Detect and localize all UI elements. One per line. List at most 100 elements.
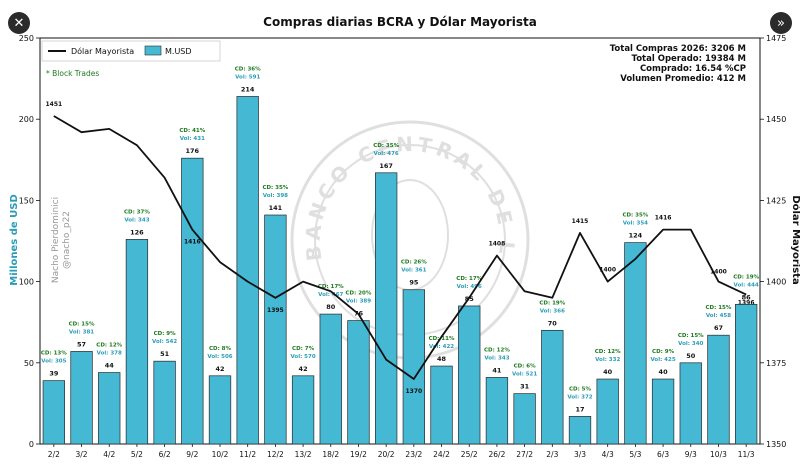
block-trades-note: * Block Trades bbox=[46, 69, 99, 78]
bar bbox=[181, 157, 204, 445]
bar-value-label: 126 bbox=[130, 228, 144, 236]
bar-value-label: 176 bbox=[186, 147, 200, 155]
legend-box bbox=[41, 40, 221, 62]
bar-vol-label: Vol: 378 bbox=[97, 351, 122, 357]
bar bbox=[485, 377, 509, 445]
bar-vol-label: Vol: 381 bbox=[69, 329, 94, 335]
x-tick-label: 3/2 bbox=[75, 450, 87, 459]
y2-axis-title: Dólar Mayorista bbox=[790, 195, 800, 284]
x-tick-label: 12/2 bbox=[267, 450, 284, 459]
x-tick-label: 3/3 bbox=[574, 450, 586, 459]
bar-value-label: 57 bbox=[77, 340, 86, 348]
bar-vol-label: Vol: 372 bbox=[567, 394, 592, 400]
bar bbox=[236, 96, 259, 445]
line-value-label: 1396 bbox=[738, 300, 755, 307]
bar-value-label: 41 bbox=[492, 366, 502, 374]
y2-tick-label: 1475 bbox=[766, 34, 786, 43]
y-tick-label: 50 bbox=[24, 359, 34, 368]
bar-cd-label: CD: 15% bbox=[678, 333, 704, 339]
bar bbox=[735, 303, 758, 445]
bar-value-label: 67 bbox=[714, 324, 723, 332]
close-icon: ✕ bbox=[13, 15, 25, 31]
bar-cd-label: CD: 15% bbox=[706, 305, 732, 311]
close-button[interactable]: ✕ bbox=[8, 12, 30, 34]
bar-cd-label: CD: 35% bbox=[262, 185, 288, 191]
legend-bar-swatch bbox=[144, 45, 162, 56]
y-tick-label: 200 bbox=[19, 115, 34, 124]
y2-tick-label: 1450 bbox=[766, 115, 786, 124]
bar-cd-label: CD: 9% bbox=[154, 331, 177, 337]
bar bbox=[707, 334, 730, 445]
bar-cd-label: CD: 5% bbox=[569, 386, 592, 392]
bar-cd-label: CD: 35% bbox=[373, 143, 399, 149]
bar-value-label: 51 bbox=[160, 350, 170, 358]
line-value-label: 1400 bbox=[599, 267, 616, 274]
bar-value-label: 44 bbox=[105, 362, 115, 370]
bar-vol-label: Vol: 458 bbox=[706, 313, 731, 319]
bar-value-label: 167 bbox=[379, 162, 393, 170]
y-tick-label: 150 bbox=[19, 196, 34, 205]
x-tick-label: 4/3 bbox=[602, 450, 614, 459]
bar-vol-label: Vol: 340 bbox=[678, 341, 703, 347]
legend-entry-line: Dólar Mayorista bbox=[71, 46, 134, 56]
x-tick-label: 19/2 bbox=[350, 450, 367, 459]
bar-vol-label: Vol: 332 bbox=[595, 357, 620, 363]
bar bbox=[42, 380, 65, 445]
bar-value-label: 39 bbox=[49, 370, 59, 378]
bar bbox=[624, 242, 647, 445]
price-line bbox=[53, 115, 747, 380]
expand-button[interactable]: » bbox=[770, 12, 792, 34]
price-line-path bbox=[53, 115, 747, 380]
bar bbox=[402, 289, 425, 445]
x-tick-label: 11/3 bbox=[738, 450, 755, 459]
x-tick-label: 9/3 bbox=[685, 450, 697, 459]
bar-vol-label: Vol: 361 bbox=[401, 268, 426, 274]
plot-frame bbox=[39, 37, 761, 445]
bar-cd-label: CD: 26% bbox=[401, 260, 427, 266]
chart-title: Compras diarias BCRA y Dólar Mayorista bbox=[263, 15, 537, 29]
bar-vol-label: Vol: 389 bbox=[346, 299, 371, 305]
bar bbox=[679, 362, 702, 445]
bar-vol-label: Vol: 444 bbox=[734, 282, 759, 288]
line-value-label: 1408 bbox=[489, 241, 506, 248]
y-tick-label: 0 bbox=[29, 440, 34, 449]
bar-value-label: 31 bbox=[520, 383, 530, 391]
bar-vol-label: Vol: 343 bbox=[124, 217, 149, 223]
x-tick-label: 18/2 bbox=[322, 450, 339, 459]
bar-cd-label: CD: 37% bbox=[124, 209, 150, 215]
bar-vol-label: Vol: 591 bbox=[235, 74, 260, 80]
bar bbox=[291, 375, 315, 445]
x-tick-label: 25/2 bbox=[461, 450, 478, 459]
bar-vol-label: Vol: 521 bbox=[512, 372, 537, 378]
bar-value-label: 40 bbox=[659, 368, 669, 376]
author-name: Nacho Pierdominici bbox=[51, 197, 61, 283]
line-value-label: 1451 bbox=[45, 101, 62, 108]
y-tick-label: 250 bbox=[19, 34, 34, 43]
x-tick-label: 13/2 bbox=[295, 450, 312, 459]
bar-vol-label: Vol: 476 bbox=[374, 151, 399, 157]
line-value-label: 1370 bbox=[405, 388, 422, 395]
bar-cd-label: CD: 41% bbox=[179, 128, 205, 134]
bar-value-label: 95 bbox=[409, 279, 419, 287]
bar bbox=[513, 393, 536, 445]
x-tick-label: 5/3 bbox=[629, 450, 641, 459]
bar-vol-label: Vol: 343 bbox=[484, 355, 509, 361]
bar bbox=[596, 378, 619, 445]
bar-vol-label: Vol: 542 bbox=[152, 339, 177, 345]
bar-cd-label: CD: 19% bbox=[733, 274, 759, 280]
axes: 0 50 100 150 200 250 1350 1375 1400 1425 1450 1475 2… bbox=[19, 34, 787, 459]
bar-vol-label: Vol: 354 bbox=[623, 221, 648, 227]
bar bbox=[70, 351, 93, 445]
bar bbox=[153, 360, 176, 445]
bar-cd-label: CD: 6% bbox=[514, 364, 537, 370]
x-tick-label: 2/2 bbox=[48, 450, 60, 459]
x-tick-label: 10/3 bbox=[710, 450, 727, 459]
bar-vol-label: Vol: 422 bbox=[429, 344, 454, 350]
bar bbox=[264, 214, 287, 445]
bar bbox=[208, 375, 232, 445]
x-tick-label: 11/2 bbox=[239, 450, 256, 459]
bar-value-label: 124 bbox=[629, 232, 643, 240]
bar-cd-label: CD: 20% bbox=[346, 291, 372, 297]
